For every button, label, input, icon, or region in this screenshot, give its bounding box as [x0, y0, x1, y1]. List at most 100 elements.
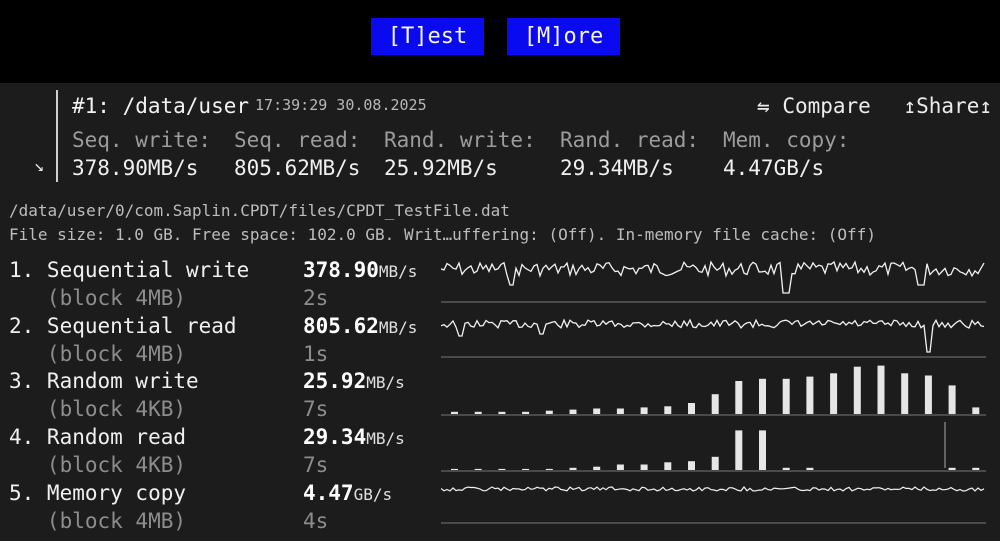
- test-file-details: File size: 1.0 GB. Free space: 102.0 GB.…: [9, 225, 876, 244]
- rand-read-bar: [451, 468, 458, 470]
- metric-seq-read: Seq. read: 805.62MB/s: [234, 128, 360, 180]
- seq-write-graph: [441, 255, 986, 305]
- rand-write-bar: [877, 365, 885, 414]
- rand-read-bar: [522, 468, 530, 470]
- test-speed-unit: MB/s: [366, 429, 405, 448]
- test-row-rand-write: 3. Random write (block 4KB) 25.92MB/s 7s: [0, 369, 1000, 424]
- metric-rand-read: Rand. read: 29.34MB/s: [560, 128, 699, 180]
- rand-read-bar: [735, 430, 743, 470]
- test-speed-value: 805.62: [303, 314, 379, 338]
- mem-copy-graph: [441, 478, 986, 528]
- share-button[interactable]: ↥Share↥: [903, 94, 992, 118]
- rand-write-bar: [451, 411, 458, 414]
- test-name: 1. Sequential write: [9, 258, 250, 282]
- test-row-seq-read: 2. Sequential read (block 4MB) 805.62MB/…: [0, 314, 1000, 369]
- rand-read-bar: [972, 467, 980, 470]
- test-speed-value: 29.34: [303, 425, 367, 449]
- more-menu-button[interactable]: [M]ore: [507, 18, 620, 55]
- test-speed-unit: MB/s: [378, 318, 418, 337]
- rand-read-graph: [441, 418, 986, 473]
- rand-write-bar: [545, 410, 553, 414]
- rand-write-bar: [948, 385, 956, 414]
- result-summary[interactable]: #1: /data/user 17:39:29 30.08.2025 ⇋ Comp…: [56, 90, 998, 182]
- rand-read-bar: [593, 466, 601, 470]
- rand-read-bar: [640, 464, 648, 470]
- metric-value: 378.90MB/s: [72, 156, 199, 180]
- metric-value: 29.34MB/s: [560, 156, 674, 180]
- seq-read-graph: [441, 310, 986, 360]
- test-speed-value: 25.92: [303, 369, 367, 393]
- result-timestamp: 17:39:29 30.08.2025: [255, 96, 427, 114]
- rand-write-bar: [640, 407, 648, 414]
- test-block-size: (block 4MB): [9, 342, 187, 366]
- rand-read-bar: [759, 430, 766, 470]
- test-speed: 4.47GB/s: [303, 481, 392, 505]
- test-block-size: (block 4KB): [9, 453, 187, 477]
- test-name: 2. Sequential read: [9, 314, 237, 338]
- rand-write-bar: [474, 411, 482, 414]
- rand-read-bar: [474, 468, 482, 470]
- metric-rand-write: Rand. write: 25.92MB/s: [384, 128, 536, 180]
- test-speed: 805.62MB/s: [303, 314, 417, 338]
- rand-write-bar: [806, 376, 814, 414]
- rand-write-bar: [664, 406, 672, 414]
- rand-write-bar: [830, 373, 838, 414]
- rand-write-bar: [972, 407, 980, 414]
- expand-arrow-icon[interactable]: ↘: [34, 156, 45, 176]
- rand-write-bar: [853, 366, 861, 414]
- rand-write-bar: [735, 381, 743, 414]
- top-menu-bar: [T]est [M]ore: [0, 0, 1000, 83]
- test-speed-unit: GB/s: [353, 485, 393, 504]
- rand-read-bar: [616, 464, 624, 470]
- metric-value: 4.47GB/s: [723, 156, 825, 180]
- rand-write-bar: [498, 411, 506, 414]
- test-speed: 29.34MB/s: [303, 425, 405, 449]
- rand-write-bar: [759, 378, 766, 414]
- test-duration: 2s: [303, 286, 329, 310]
- rand-read-bar: [948, 467, 956, 470]
- test-block-size: (block 4KB): [9, 397, 187, 421]
- metric-label: Rand. write:: [384, 128, 536, 152]
- rand-write-bar: [616, 408, 624, 414]
- seq-write-trace: [441, 260, 985, 294]
- rand-write-bar: [711, 394, 719, 414]
- test-name: 4. Random read: [9, 425, 187, 449]
- rand-write-bar: [569, 409, 577, 414]
- metric-seq-write: Seq. write: 378.90MB/s: [72, 128, 211, 180]
- rand-read-bar: [688, 461, 695, 470]
- rand-write-bar: [522, 411, 530, 414]
- rand-read-bar: [498, 468, 506, 470]
- test-speed: 25.92MB/s: [303, 369, 405, 393]
- test-duration: 4s: [303, 509, 329, 533]
- rand-write-graph: [441, 362, 986, 417]
- test-duration: 7s: [303, 397, 329, 421]
- metric-label: Mem. copy:: [723, 128, 850, 152]
- metric-mem-copy: Mem. copy: 4.47GB/s: [723, 128, 849, 180]
- test-speed-value: 378.90: [303, 258, 379, 282]
- rand-write-bar: [924, 375, 932, 414]
- test-block-size: (block 4MB): [9, 286, 187, 310]
- mem-copy-trace: [441, 486, 985, 492]
- test-name: 3. Random write: [9, 369, 199, 393]
- seq-read-trace: [441, 318, 985, 353]
- test-duration: 7s: [303, 453, 329, 477]
- test-menu-button[interactable]: [T]est: [371, 18, 484, 55]
- result-path: #1: /data/user: [72, 94, 250, 118]
- test-row-seq-write: 1. Sequential write (block 4MB) 378.90MB…: [0, 258, 1000, 313]
- metric-label: Rand. read:: [560, 128, 700, 152]
- test-row-rand-read: 4. Random read (block 4KB) 29.34MB/s 7s: [0, 425, 1000, 480]
- test-speed-unit: MB/s: [378, 262, 418, 281]
- test-speed-unit: MB/s: [366, 373, 405, 392]
- result-title: #1: /data/user 17:39:29 30.08.2025: [72, 94, 427, 118]
- test-file-path: /data/user/0/com.Saplin.CPDT/files/CPDT_…: [9, 201, 510, 220]
- rand-write-bar: [593, 408, 601, 414]
- rand-read-bar: [711, 456, 719, 470]
- metric-value: 25.92MB/s: [384, 156, 498, 180]
- test-name: 5. Memory copy: [9, 481, 187, 505]
- rand-read-bar: [545, 468, 553, 470]
- compare-button[interactable]: ⇋ Compare: [757, 94, 871, 118]
- test-block-size: (block 4MB): [9, 509, 187, 533]
- test-row-mem-copy: 5. Memory copy (block 4MB) 4.47GB/s 4s: [0, 481, 1000, 536]
- summary-actions: ⇋ Compare ↥Share↥: [737, 94, 992, 118]
- test-duration: 1s: [303, 342, 329, 366]
